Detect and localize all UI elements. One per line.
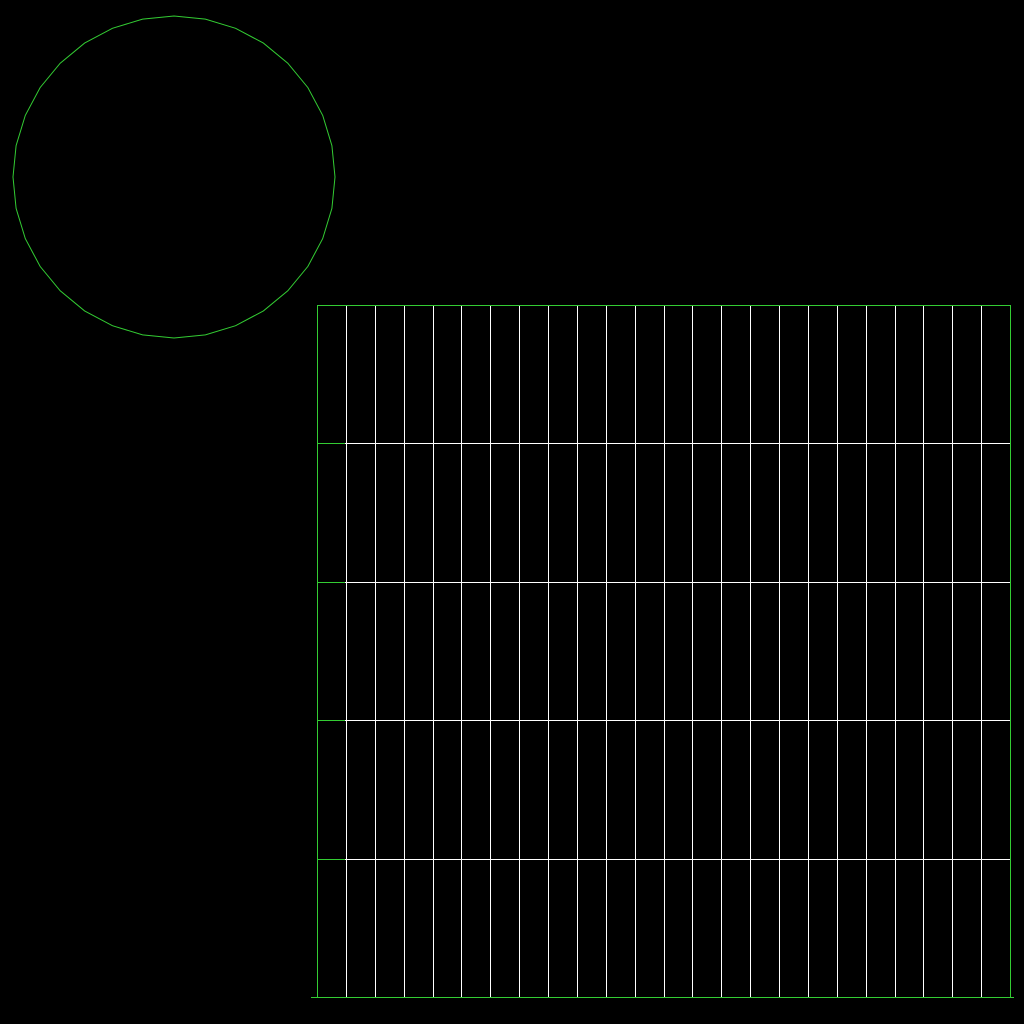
grid-panel[interactable] (311, 305, 1014, 998)
grid-left-edge-ticks (317, 443, 345, 860)
circle-outline[interactable] (12, 15, 336, 339)
grid-vertical-lines (346, 305, 982, 997)
grid-horizontal-lines (345, 443, 1010, 860)
